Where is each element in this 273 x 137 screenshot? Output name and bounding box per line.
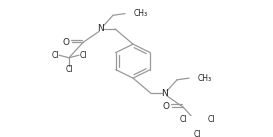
- Text: N: N: [162, 89, 168, 98]
- Text: Cl: Cl: [51, 51, 59, 60]
- Text: CH₃: CH₃: [198, 74, 212, 83]
- Text: CH₃: CH₃: [134, 9, 148, 18]
- Text: Cl: Cl: [193, 130, 201, 137]
- Text: O: O: [162, 102, 170, 112]
- Text: Cl: Cl: [179, 115, 187, 124]
- Text: Cl: Cl: [207, 115, 215, 124]
- Text: Cl: Cl: [65, 65, 73, 74]
- Text: O: O: [63, 38, 70, 47]
- Text: Cl: Cl: [79, 51, 87, 60]
- Text: N: N: [98, 24, 104, 33]
